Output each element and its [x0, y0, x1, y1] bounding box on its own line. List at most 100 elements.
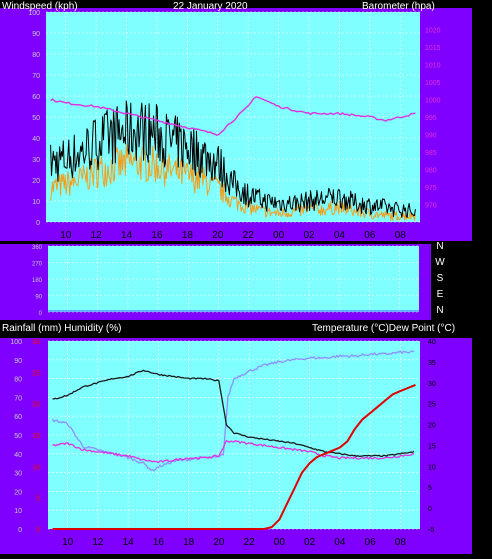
- compass-label: N: [436, 241, 443, 252]
- barometer-y-tick-label: 995: [425, 115, 437, 122]
- compass-label: W: [435, 257, 445, 268]
- direction-y-tick-label: 360: [32, 245, 43, 251]
- wind-y-tick-label: 30: [32, 157, 40, 164]
- temp-y-tick-label: 30: [428, 381, 436, 388]
- barometer-y-tick-label: 975: [425, 185, 437, 192]
- temperature-line: [52, 369, 415, 458]
- temp-y-tick-label: 15: [428, 443, 436, 450]
- wind-y-tick-label: 90: [32, 31, 40, 38]
- barometer-y-tick-label: 980: [425, 168, 437, 175]
- wind-x-tick-label: 00: [273, 230, 285, 241]
- rainfall-line: [52, 383, 416, 530]
- temp-x-tick-label: 20: [213, 537, 225, 548]
- date-title: 22 January 2020: [173, 1, 248, 12]
- rain-y-tick-label: 15: [32, 433, 40, 440]
- wind-x-tick-label: 10: [60, 230, 72, 241]
- temp-series: [51, 350, 416, 530]
- humidity-y-tick-label: 60: [14, 414, 22, 421]
- temp-y-tick-label: -5: [428, 527, 434, 534]
- barometer-y-tick-label: 970: [425, 203, 437, 210]
- compass-label: S: [437, 273, 444, 284]
- temp-x-tick-label: 06: [365, 537, 377, 548]
- temp-x-tick-label: 10: [62, 537, 74, 548]
- temp-y-tick-label: 5: [428, 485, 432, 492]
- wind-y-tick-label: 100: [28, 10, 40, 17]
- rain-y-tick-label: 25: [32, 370, 40, 377]
- wind-x-tick-label: 18: [182, 230, 194, 241]
- temp-x-tick-label: 08: [395, 537, 407, 548]
- wind-x-tick-label: 04: [334, 230, 346, 241]
- barometer-axis-title: Barometer (hpa): [362, 1, 435, 12]
- temp-x-tick-label: 18: [183, 537, 195, 548]
- temp-x-tick-label: 22: [244, 537, 256, 548]
- wind-y-tick-label: 60: [32, 94, 40, 101]
- humidity-y-tick-label: 40: [14, 452, 22, 459]
- barometer-y-tick-label: 1005: [425, 80, 441, 87]
- wind-y-tick-label: 50: [32, 115, 40, 122]
- rain-y-tick-label: 0: [36, 527, 40, 534]
- temp-y-tick-label: 25: [428, 402, 436, 409]
- wind-x-tick-label: 14: [121, 230, 133, 241]
- wind-x-tick-label: 22: [243, 230, 255, 241]
- humidity-y-tick-label: 100: [10, 339, 22, 346]
- wind-tick-labels: 0102030405060708090100970975980985990995…: [28, 10, 440, 241]
- wind-x-tick-label: 16: [151, 230, 163, 241]
- temp-x-tick-label: 00: [274, 537, 286, 548]
- wind-y-tick-label: 40: [32, 136, 40, 143]
- humidity-y-tick-label: 50: [14, 433, 22, 440]
- compass-label: N: [436, 305, 443, 316]
- rain-y-tick-label: 10: [32, 464, 40, 471]
- temp-dew-axis-title: Temperature (°C)Dew Point (°C): [312, 323, 455, 334]
- humidity-y-tick-label: 0: [18, 527, 22, 534]
- compass-label: E: [437, 289, 444, 300]
- wind-x-tick-label: 20: [212, 230, 224, 241]
- wind-y-tick-label: 0: [36, 220, 40, 227]
- direction-y-tick-label: 270: [32, 262, 43, 268]
- humidity-y-tick-label: 70: [14, 395, 22, 402]
- wind-y-tick-label: 20: [32, 178, 40, 185]
- barometer-y-tick-label: 990: [425, 133, 437, 140]
- wind-y-tick-label: 70: [32, 73, 40, 80]
- humidity-y-tick-label: 20: [14, 489, 22, 496]
- wind-axis-title: Windspeed (kph): [2, 1, 78, 12]
- direction-y-tick-label: 180: [32, 278, 43, 284]
- temp-x-tick-label: 16: [153, 537, 165, 548]
- barometer-y-tick-label: 1010: [425, 63, 441, 70]
- barometer-y-tick-label: 1020: [425, 28, 441, 35]
- dewpoint-line: [52, 439, 415, 464]
- barometer-y-tick-label: 1000: [425, 98, 441, 105]
- rain-y-tick-label: 30: [32, 339, 40, 346]
- direction-y-tick-label: 0: [39, 311, 43, 317]
- temp-x-tick-label: 04: [334, 537, 346, 548]
- humidity-y-tick-label: 80: [14, 377, 22, 384]
- wind-y-tick-label: 80: [32, 52, 40, 59]
- rain-humidity-axis-title: Rainfall (mm) Humidity (%): [2, 323, 121, 334]
- temp-x-tick-label: 14: [123, 537, 135, 548]
- gust-wind-line: [50, 100, 416, 218]
- pressure-line: [50, 96, 416, 137]
- temp-y-tick-label: 0: [428, 506, 432, 513]
- wind-y-tick-label: 10: [32, 199, 40, 206]
- wind-x-tick-label: 02: [303, 230, 315, 241]
- rain-y-tick-label: 20: [32, 402, 40, 409]
- temp-tick-labels: 0102030405060708090100051015202530-50510…: [10, 339, 436, 548]
- temp-y-tick-label: 20: [428, 423, 436, 430]
- barometer-y-tick-label: 985: [425, 150, 437, 157]
- direction-grid: [48, 245, 419, 313]
- wind-x-tick-label: 06: [364, 230, 376, 241]
- humidity-y-tick-label: 90: [14, 358, 22, 365]
- temp-y-tick-label: 35: [428, 360, 436, 367]
- temp-x-tick-label: 02: [304, 537, 316, 548]
- wind-x-tick-label: 08: [395, 230, 407, 241]
- wind-series: [50, 96, 416, 221]
- average-wind-line: [50, 144, 416, 221]
- direction-y-tick-label: 90: [35, 295, 42, 301]
- temp-y-tick-label: 10: [428, 464, 436, 471]
- humidity-y-tick-label: 30: [14, 471, 22, 478]
- temp-y-tick-label: 40: [428, 339, 436, 346]
- barometer-y-tick-label: 1015: [425, 45, 441, 52]
- temp-x-tick-label: 12: [92, 537, 104, 548]
